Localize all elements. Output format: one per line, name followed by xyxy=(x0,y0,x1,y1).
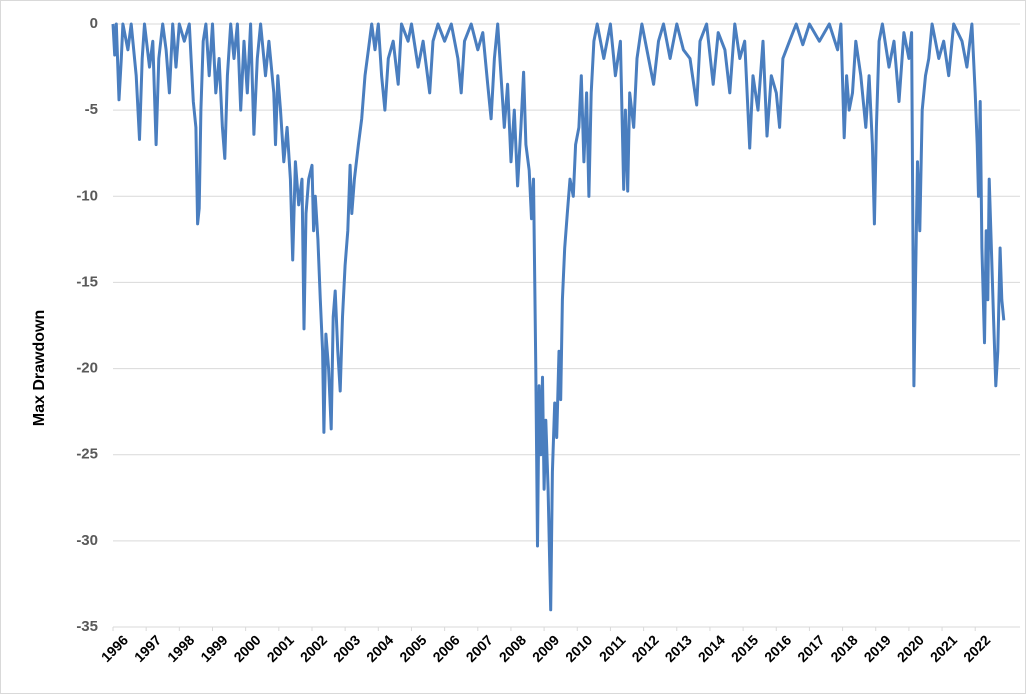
y-tick-label: -25 xyxy=(76,446,98,463)
y-tick-label: -10 xyxy=(76,187,98,204)
drawdown-line xyxy=(111,22,1006,612)
y-tick-label: -30 xyxy=(76,532,98,549)
y-tick-label: -5 xyxy=(85,101,98,118)
y-tick-label: -15 xyxy=(76,273,98,290)
y-axis-label: Max Drawdown xyxy=(31,310,48,426)
y-tick-label: 0 xyxy=(90,15,98,32)
y-tick-label: -35 xyxy=(76,618,98,635)
y-tick-label: -20 xyxy=(76,360,98,377)
